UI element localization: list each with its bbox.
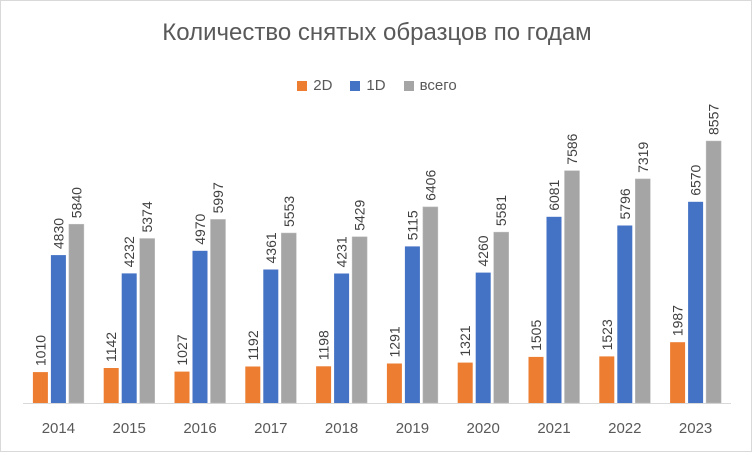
data-label-1D-2019: 5115	[404, 210, 420, 240]
bar-1D-2023	[688, 201, 704, 403]
data-label-1D-2022: 5796	[617, 188, 633, 219]
legend-label-1d: 1D	[366, 77, 386, 94]
data-label-всего-2021: 7586	[564, 133, 580, 164]
bar-всего-2015	[139, 238, 155, 404]
legend-item-total: всего	[403, 77, 457, 94]
bar-2D-2019	[386, 363, 402, 403]
x-tick-label-2015: 2015	[113, 420, 146, 437]
data-label-1D-2017: 4361	[263, 232, 279, 263]
data-label-всего-2023: 8557	[706, 104, 722, 135]
data-label-всего-2014: 5840	[68, 187, 84, 218]
bar-всего-2014	[68, 223, 85, 404]
x-tick-label-2016: 2016	[183, 420, 216, 437]
bar-1D-2019	[404, 246, 420, 403]
data-label-2D-2015: 1142	[103, 332, 119, 362]
data-label-всего-2018: 5429	[352, 199, 368, 230]
data-label-1D-2020: 4260	[475, 235, 491, 266]
x-tick-label-2017: 2017	[254, 420, 287, 437]
x-tick-label-2022: 2022	[608, 420, 641, 437]
x-tick-label-2019: 2019	[396, 420, 429, 437]
x-tick-label-2023: 2023	[679, 420, 712, 437]
legend-item-1d: 1D	[350, 77, 386, 94]
data-label-2D-2022: 1523	[599, 319, 615, 350]
legend-label-2d: 2D	[313, 77, 333, 94]
bar-2D-2023	[670, 342, 686, 403]
x-tick-label-2020: 2020	[467, 420, 500, 437]
bar-всего-2018	[351, 236, 368, 404]
data-label-2D-2016: 1027	[174, 334, 190, 365]
bar-1D-2018	[334, 273, 350, 403]
bar-1D-2021	[546, 216, 562, 403]
data-label-1D-2016: 4970	[192, 213, 208, 244]
bar-2D-2022	[599, 356, 615, 403]
data-label-2D-2019: 1291	[386, 326, 402, 357]
bar-всего-2016	[210, 219, 226, 404]
data-label-1D-2014: 4830	[50, 218, 66, 249]
data-label-2D-2017: 1192	[245, 330, 261, 360]
x-tick-label-2014: 2014	[42, 420, 75, 437]
data-label-всего-2016: 5997	[210, 182, 226, 213]
data-label-2D-2023: 1987	[670, 305, 686, 336]
legend: 2D 1D всего	[1, 77, 752, 94]
bar-всего-2020	[493, 231, 509, 404]
chart-title: Количество снятых образцов по годам	[162, 19, 592, 46]
data-label-всего-2015: 5374	[139, 201, 155, 232]
bar-2D-2016	[174, 371, 190, 403]
x-tick-label-2021: 2021	[537, 420, 570, 437]
data-label-всего-2020: 5581	[493, 195, 509, 226]
bar-2D-2017	[245, 366, 261, 403]
data-label-всего-2019: 6406	[422, 170, 438, 201]
bar-всего-2023	[705, 140, 722, 404]
bar-2D-2015	[103, 368, 119, 403]
legend-swatch-total	[403, 80, 414, 91]
data-label-1D-2018: 4231	[334, 236, 350, 267]
data-label-2D-2014: 1010	[32, 335, 48, 366]
bar-1D-2015	[121, 273, 137, 403]
data-label-2D-2018: 1198	[316, 330, 332, 360]
bar-1D-2016	[192, 250, 208, 403]
data-label-1D-2015: 4232	[121, 236, 137, 267]
legend-swatch-2d	[297, 80, 308, 91]
data-label-1D-2021: 6081	[546, 179, 562, 210]
x-tick-label-2018: 2018	[325, 420, 358, 437]
bar-2D-2020	[457, 362, 473, 403]
bar-всего-2017	[281, 232, 297, 404]
data-label-всего-2017: 5553	[281, 196, 297, 227]
data-label-2D-2020: 1321	[457, 325, 473, 356]
bar-1D-2014	[50, 255, 66, 403]
data-label-2D-2021: 1505	[528, 320, 544, 351]
bar-всего-2022	[635, 178, 651, 404]
bar-всего-2021	[564, 170, 580, 404]
bar-2D-2014	[32, 372, 48, 403]
legend-label-total: всего	[419, 77, 457, 94]
bar-1D-2017	[263, 269, 279, 403]
bar-1D-2022	[617, 225, 633, 403]
bar-2D-2018	[316, 366, 332, 403]
bar-всего-2019	[422, 206, 439, 404]
data-label-1D-2023: 6570	[688, 164, 704, 195]
data-label-всего-2022: 7319	[635, 142, 651, 173]
bar-1D-2020	[475, 272, 491, 403]
legend-item-2d: 2D	[297, 77, 332, 94]
legend-swatch-1d	[350, 80, 361, 91]
bar-2D-2021	[528, 356, 544, 403]
